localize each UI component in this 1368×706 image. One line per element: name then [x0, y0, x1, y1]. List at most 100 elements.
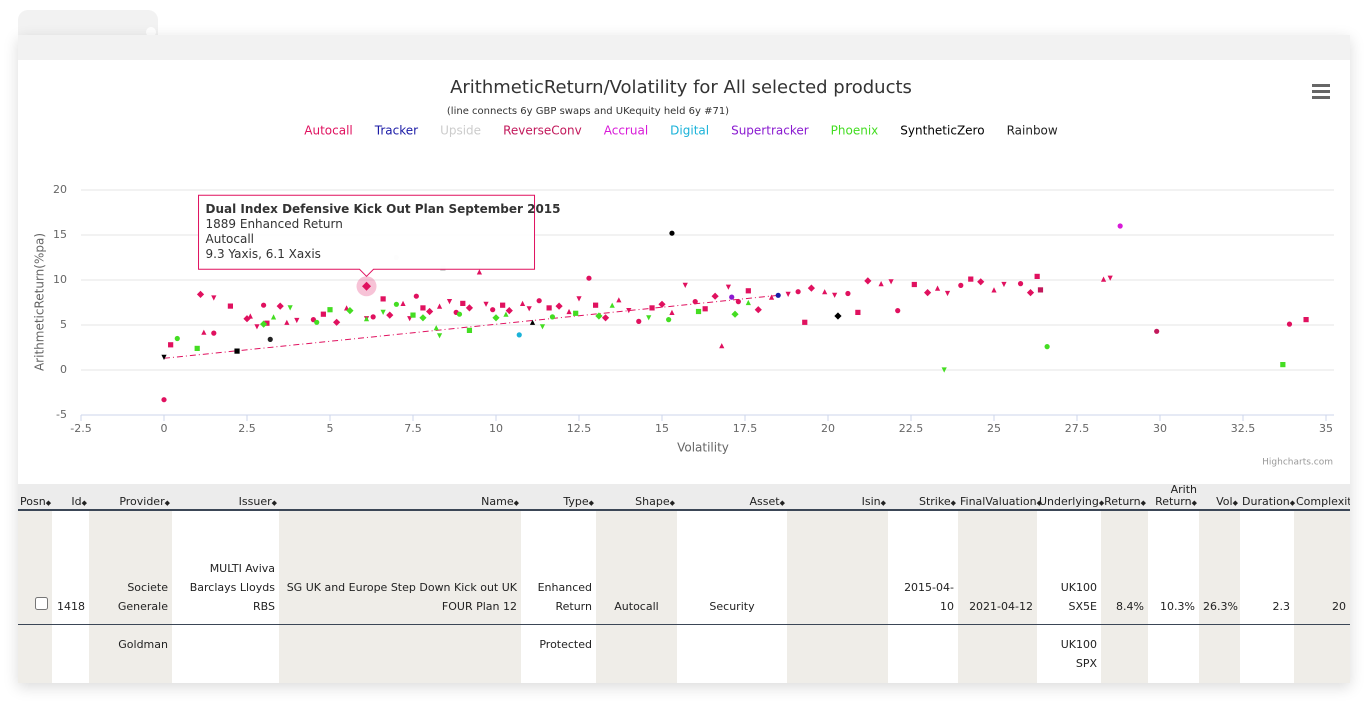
point: [1117, 223, 1123, 229]
legend-item[interactable]: Digital: [670, 124, 709, 138]
point: [243, 315, 251, 323]
tooltip-line: Dual Index Defensive Kick Out Plan Septe…: [206, 202, 561, 216]
table-cell: [677, 625, 787, 684]
point: [460, 300, 466, 306]
point: [566, 308, 572, 315]
point: [692, 299, 698, 305]
column-header[interactable]: Asset: [677, 484, 787, 511]
point: [386, 311, 394, 319]
menu-bar: [1312, 96, 1330, 99]
point: [895, 308, 901, 314]
point: [795, 289, 801, 295]
tooltip-line: Autocall: [206, 232, 254, 246]
point: [549, 314, 556, 320]
trend-line: [163, 294, 779, 359]
point: [934, 285, 941, 291]
point: [161, 354, 167, 360]
column-header[interactable]: Strike: [888, 484, 958, 511]
column-header[interactable]: Provider: [89, 484, 172, 511]
legend-item[interactable]: Autocall: [304, 124, 352, 138]
point: [601, 314, 610, 322]
point: [370, 314, 376, 320]
legend-item[interactable]: Tracker: [374, 124, 418, 138]
column-header[interactable]: Isin: [787, 484, 888, 511]
column-header[interactable]: Issuer: [172, 484, 279, 511]
column-header[interactable]: Posn: [18, 484, 52, 511]
window-bar: [18, 35, 1350, 60]
legend: Autocall Tracker Upside ReverseConv Accrual D…: [304, 124, 1058, 138]
point: [420, 305, 426, 311]
legend-item[interactable]: ReverseConv: [503, 124, 582, 138]
column-header[interactable]: Type: [521, 484, 596, 511]
legend-item[interactable]: Supertracker: [731, 124, 809, 138]
point: [211, 295, 217, 301]
column-header[interactable]: Underlying: [1037, 484, 1101, 511]
point: [864, 277, 872, 285]
point: [426, 307, 434, 316]
column-header[interactable]: Shape: [596, 484, 677, 511]
point: [492, 314, 500, 322]
point: [1037, 287, 1044, 293]
point: [161, 397, 167, 403]
point: [314, 319, 320, 325]
column-header[interactable]: Id: [52, 484, 89, 511]
point: [745, 288, 751, 294]
point: [1280, 362, 1286, 368]
point: [254, 324, 260, 330]
point: [941, 367, 947, 373]
point: [1001, 281, 1007, 288]
point: [626, 308, 632, 314]
point: [593, 302, 599, 308]
point: [924, 289, 932, 297]
column-header[interactable]: Name: [279, 484, 521, 511]
chart: ArithmeticReturn/Volatility for All sele…: [33, 77, 1334, 468]
table-cell: [1199, 624, 1240, 683]
column-header[interactable]: Return: [1101, 484, 1148, 511]
point: [745, 299, 751, 306]
point: [539, 324, 546, 330]
row-checkbox[interactable]: [35, 597, 48, 610]
column-header[interactable]: Vol: [1199, 484, 1240, 511]
table-cell: [596, 624, 677, 683]
column-header[interactable]: Duration: [1240, 484, 1294, 511]
point: [264, 320, 270, 326]
point: [168, 342, 174, 348]
x-tick-label: 27.5: [1065, 422, 1090, 435]
point: [845, 290, 851, 297]
point: [1026, 289, 1035, 297]
point: [247, 313, 253, 319]
column-header[interactable]: Complexity: [1294, 484, 1350, 511]
point: [483, 301, 489, 307]
point: [413, 293, 419, 299]
point: [546, 305, 552, 311]
menu-button[interactable]: [1312, 84, 1330, 99]
legend-item[interactable]: Accrual: [604, 124, 648, 138]
table-cell: [787, 510, 888, 625]
table-cell: [787, 624, 888, 683]
point: [695, 308, 702, 315]
point: [555, 302, 563, 310]
legend-item[interactable]: Rainbow: [1007, 124, 1058, 138]
table-cell: SG UK and Europe Step Down Kick out UK F…: [279, 510, 521, 625]
y-tick-label: 5: [60, 318, 67, 331]
point: [476, 269, 482, 275]
point: [267, 336, 273, 342]
point: [1100, 276, 1107, 282]
legend-item[interactable]: Phoenix: [831, 124, 879, 138]
column-header[interactable]: FinalValuation: [958, 484, 1037, 511]
point: [682, 282, 688, 288]
table-cell: 8.4%: [1101, 510, 1148, 625]
column-header[interactable]: Arith Return: [1148, 484, 1199, 511]
x-tick-label: 25: [987, 422, 1001, 435]
point: [646, 315, 652, 321]
point: [270, 314, 277, 320]
point: [227, 303, 233, 309]
legend-item[interactable]: SyntheticZero: [900, 124, 984, 138]
point: [362, 281, 372, 291]
point: [1154, 328, 1160, 334]
point: [284, 319, 290, 325]
point: [201, 329, 207, 335]
legend-item[interactable]: Upside: [440, 124, 481, 138]
table-cell: Autocall: [596, 510, 677, 625]
